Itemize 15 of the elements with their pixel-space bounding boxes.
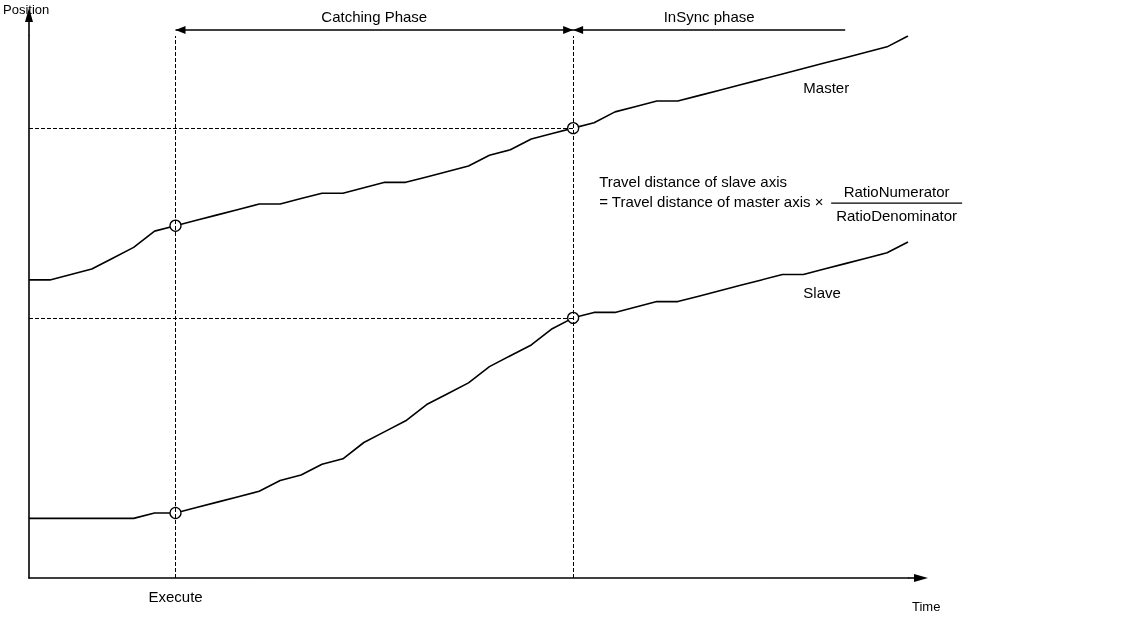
series-label: Slave [803,284,841,303]
annotation: RatioNumerator [843,183,950,202]
y-axis-title: Position [3,2,50,17]
x-axis-title: Time [912,599,941,614]
point [567,121,580,135]
text: InSync phase [663,8,755,26]
annotation: RatioDenominator [836,207,958,226]
point [567,311,580,324]
point [169,219,182,232]
text: Execute [148,588,203,606]
point [169,506,182,520]
series-label: Master [803,78,850,97]
annotation: = Travel distance of master axis × [599,193,824,212]
text: Catching Phase [321,8,428,26]
annotation: Travel distance of slave axis [599,173,787,192]
